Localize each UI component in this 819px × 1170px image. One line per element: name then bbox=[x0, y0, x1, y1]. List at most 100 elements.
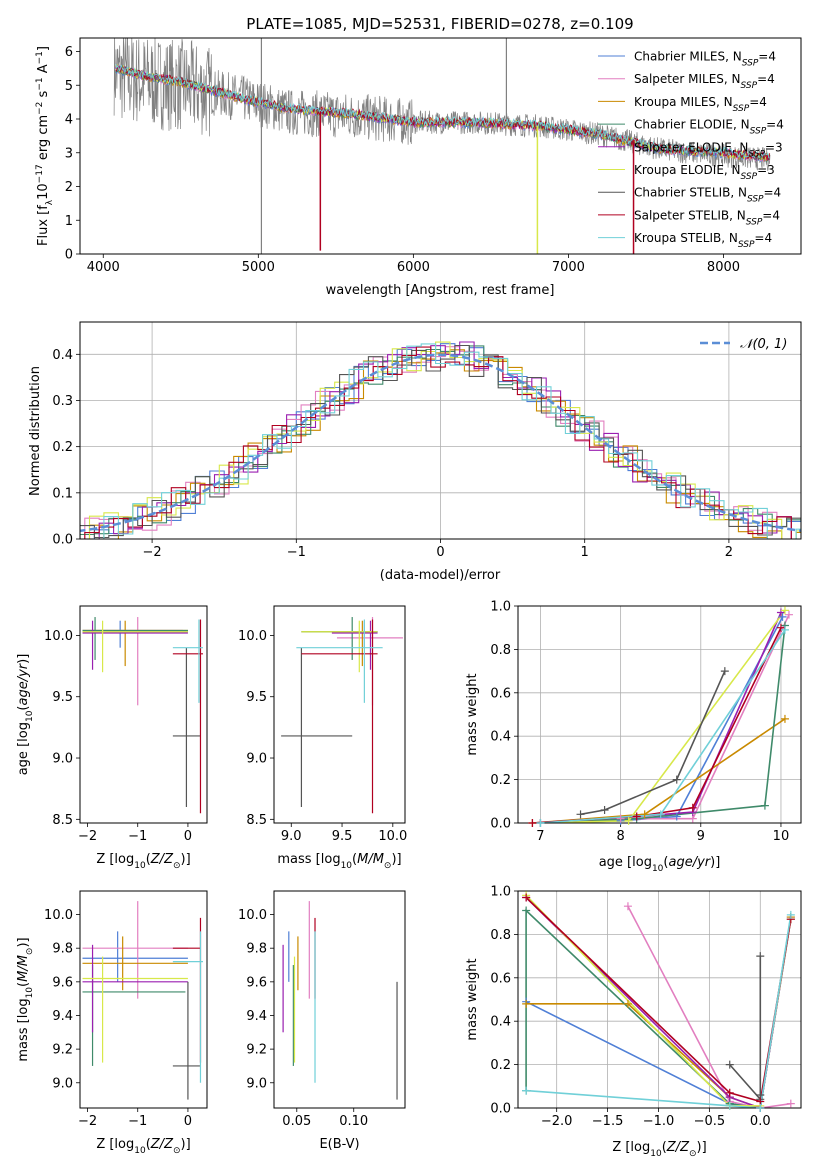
axes-frame bbox=[273, 890, 406, 1109]
x-tick-label: 7000 bbox=[552, 260, 585, 275]
axes-frame bbox=[79, 37, 802, 255]
panel-residuals: −2 −1 0 1 2 0.0 0.1 0.2 0.3 0.4 𝒩(0, 1) (data-model… bbox=[28, 321, 802, 583]
mass-weight-marker bbox=[522, 1086, 531, 1095]
y-tick-label: 1.0 bbox=[490, 600, 511, 615]
y-tick-label: 0.0 bbox=[490, 1102, 511, 1117]
y-axis-label: Normed distribution bbox=[28, 366, 43, 496]
residual-histogram bbox=[80, 343, 801, 539]
legend-label: Salpeter MILES, NSSP=4 bbox=[634, 72, 775, 91]
y-tick-label: 0.2 bbox=[490, 1058, 511, 1073]
mass-weight-line bbox=[532, 612, 782, 823]
x-tick-label: −2.0 bbox=[541, 1114, 573, 1129]
residual-histogram bbox=[80, 346, 801, 539]
x-tick-label: 6000 bbox=[397, 260, 430, 275]
residual-histogram bbox=[80, 344, 801, 539]
mass-weight-marker bbox=[720, 667, 729, 676]
y-tick-label: 0.2 bbox=[490, 773, 511, 788]
figure-title: PLATE=1085, MJD=52531, FIBERID=0278, z=0… bbox=[246, 15, 633, 33]
y-tick-label: 0.3 bbox=[52, 394, 73, 409]
mass-weight-line bbox=[627, 905, 791, 1108]
x-tick-label: 9.0 bbox=[281, 829, 302, 844]
legend-label: Kroupa MILES, NSSP=4 bbox=[634, 95, 767, 114]
mass-weight-line bbox=[540, 625, 786, 823]
y-tick-label: 0.6 bbox=[490, 971, 511, 986]
y-tick-label: 9.8 bbox=[246, 942, 267, 957]
legend-label: Kroupa STELIB, NSSP=4 bbox=[634, 231, 772, 250]
x-tick-label: −1.5 bbox=[592, 1114, 624, 1129]
mass-weight-marker bbox=[725, 1088, 734, 1097]
y-tick-label: 5 bbox=[65, 79, 73, 94]
mass-weight-marker bbox=[776, 623, 785, 632]
x-tick-label: 1 bbox=[581, 545, 589, 560]
y-tick-label: 1 bbox=[65, 214, 73, 229]
mass-weight-marker bbox=[623, 902, 632, 911]
mass-weight-marker bbox=[656, 810, 665, 819]
mass-weight-marker bbox=[522, 906, 531, 915]
mass-weight-marker bbox=[616, 814, 625, 823]
x-axis-label: wavelength [Angstrom, rest frame] bbox=[326, 283, 555, 298]
plot-area-spectrum bbox=[113, 38, 771, 254]
y-tick-label: 6 bbox=[65, 45, 73, 60]
y-tick-label: 9.2 bbox=[52, 1043, 73, 1058]
y-tick-label: 4 bbox=[65, 113, 73, 128]
plot-area-age_vs_mass bbox=[281, 617, 403, 814]
y-tick-label: 9.5 bbox=[246, 690, 267, 705]
plot-area-mass_vs_Z bbox=[82, 901, 203, 1100]
y-tick-label: 0.2 bbox=[52, 440, 73, 455]
panel-age_vs_Z: −2 −1 0 8.5 9.0 9.5 10.0 Z [log10(Z/Z⊙)] age [lo… bbox=[16, 605, 208, 871]
mass-weight-marker bbox=[778, 612, 787, 621]
mass-weight-marker bbox=[786, 910, 795, 919]
y-axis-label: mass weight bbox=[465, 958, 480, 1040]
mass-weight-marker bbox=[780, 625, 789, 634]
y-tick-label: 0 bbox=[65, 248, 73, 263]
y-tick-label: 2 bbox=[65, 180, 73, 195]
y-axis-label: Flux [fλ10−17 erg cm−2 s−1 A−1] bbox=[35, 46, 55, 246]
model-spectrum-line bbox=[115, 64, 771, 161]
x-tick-label: 0 bbox=[184, 829, 192, 844]
y-tick-label: 9.5 bbox=[52, 690, 73, 705]
axes-frame bbox=[517, 890, 802, 1109]
x-tick-label: −1 bbox=[128, 1114, 147, 1129]
y-tick-label: 0.0 bbox=[490, 817, 511, 832]
mass-weight-line bbox=[540, 616, 784, 823]
y-tick-label: 0.8 bbox=[490, 643, 511, 658]
x-tick-label: 8 bbox=[616, 829, 624, 844]
mass-weight-line bbox=[532, 627, 782, 823]
mass-weight-marker bbox=[784, 610, 793, 619]
mass-weight-marker bbox=[624, 816, 633, 825]
mass-weight-marker bbox=[725, 1101, 734, 1110]
x-tick-label: −1 bbox=[287, 545, 306, 560]
legend-label: Chabrier STELIB, NSSP=4 bbox=[634, 186, 781, 205]
mass-weight-marker bbox=[786, 1099, 795, 1108]
x-tick-label: −1 bbox=[128, 829, 147, 844]
y-tick-label: 9.0 bbox=[52, 1076, 73, 1091]
x-axis-label: (data-model)/error bbox=[380, 568, 501, 583]
y-tick-label: 9.0 bbox=[246, 1076, 267, 1091]
mass-weight-line bbox=[526, 914, 792, 1108]
y-axis-label: mass [log10(M/M⊙)] bbox=[16, 937, 35, 1061]
x-axis-label: mass [log10(M/M⊙)] bbox=[277, 852, 401, 871]
mass-weight-marker bbox=[780, 606, 789, 615]
y-tick-label: 0.1 bbox=[52, 486, 73, 501]
x-tick-label: 5000 bbox=[242, 260, 275, 275]
plot-area-age_vs_Z bbox=[82, 617, 203, 814]
mass-weight-marker bbox=[632, 812, 641, 821]
normal-reference-curve bbox=[80, 353, 801, 533]
y-tick-label: 9.6 bbox=[246, 975, 267, 990]
x-axis-label: Z [log10(Z/Z⊙)] bbox=[96, 852, 190, 871]
panel-spectrum: 4000 5000 6000 7000 8000 0 1 2 3 4 5 6 Chabrier MILE… bbox=[35, 37, 802, 298]
axes-frame bbox=[517, 605, 802, 824]
mass-weight-marker bbox=[776, 608, 785, 617]
x-axis-label: Z [log10(Z/Z⊙)] bbox=[96, 1137, 190, 1156]
mass-weight-marker bbox=[623, 999, 632, 1008]
legend-label: Salpeter STELIB, NSSP=4 bbox=[634, 208, 780, 227]
mass-weight-line bbox=[580, 670, 726, 816]
y-tick-label: 9.2 bbox=[246, 1043, 267, 1058]
plot-area-mass_weight_vs_age bbox=[532, 609, 790, 823]
mass-weight-marker bbox=[672, 775, 681, 784]
mass-weight-line bbox=[729, 956, 762, 1102]
mass-weight-line bbox=[532, 609, 786, 823]
x-tick-label: 0.0 bbox=[750, 1114, 771, 1129]
panel-age_vs_mass: 9.0 9.5 10.0 8.5 9.0 9.5 10.0 mass [log10(M/M⊙)… bbox=[238, 605, 407, 871]
